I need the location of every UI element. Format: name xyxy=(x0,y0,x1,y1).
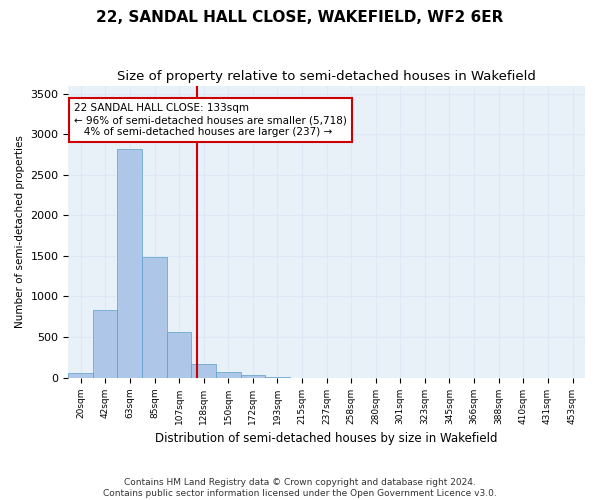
Bar xyxy=(167,332,191,378)
Text: Contains HM Land Registry data © Crown copyright and database right 2024.
Contai: Contains HM Land Registry data © Crown c… xyxy=(103,478,497,498)
Bar xyxy=(216,372,241,378)
Text: 22 SANDAL HALL CLOSE: 133sqm
← 96% of semi-detached houses are smaller (5,718)
 : 22 SANDAL HALL CLOSE: 133sqm ← 96% of se… xyxy=(74,104,347,136)
Bar xyxy=(68,372,94,378)
Y-axis label: Number of semi-detached properties: Number of semi-detached properties xyxy=(15,135,25,328)
X-axis label: Distribution of semi-detached houses by size in Wakefield: Distribution of semi-detached houses by … xyxy=(155,432,498,445)
Bar xyxy=(191,364,216,378)
Title: Size of property relative to semi-detached houses in Wakefield: Size of property relative to semi-detach… xyxy=(117,70,536,83)
Bar xyxy=(117,149,142,378)
Bar xyxy=(94,310,117,378)
Text: 22, SANDAL HALL CLOSE, WAKEFIELD, WF2 6ER: 22, SANDAL HALL CLOSE, WAKEFIELD, WF2 6E… xyxy=(97,10,503,25)
Bar xyxy=(142,256,167,378)
Bar xyxy=(241,375,265,378)
